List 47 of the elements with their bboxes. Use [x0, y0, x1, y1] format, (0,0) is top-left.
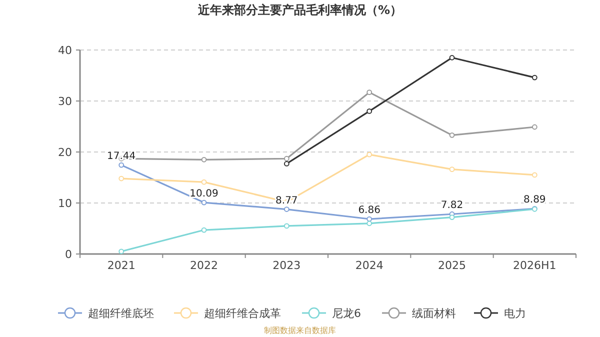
point: [449, 54, 455, 60]
x-tick-label: 2022: [190, 259, 218, 272]
x-tick-label: 2026H1: [513, 259, 556, 272]
point: [284, 223, 290, 229]
point: [201, 227, 207, 233]
y-tick-label: 0: [65, 248, 72, 261]
legend-label: 绒面材料: [412, 307, 456, 320]
point: [366, 216, 372, 222]
x-tick-label: 2023: [272, 259, 301, 272]
point: [201, 179, 207, 185]
point: [366, 90, 372, 96]
y-tick-label: 20: [58, 146, 72, 159]
point: [118, 162, 124, 168]
x-tick-label: 2025: [438, 259, 466, 272]
x-tick-label: 2024: [355, 259, 384, 272]
data-label: 10.09: [190, 188, 218, 200]
point: [366, 108, 372, 114]
point: [284, 156, 290, 162]
data-label: 8.77: [276, 195, 298, 206]
legend-label: 电力: [504, 307, 526, 320]
chart-title: 近年来部分主要产品毛利率情况（%）: [196, 3, 402, 17]
point: [532, 172, 538, 178]
data-label: 6.86: [358, 205, 380, 216]
point: [366, 220, 372, 226]
point: [532, 124, 538, 130]
point: [532, 74, 538, 80]
y-tick-label: 10: [58, 197, 72, 210]
point: [284, 161, 290, 166]
point: [201, 156, 207, 162]
point: [118, 176, 124, 182]
data-label: 17.44: [107, 151, 136, 162]
y-tick-label: 40: [58, 44, 72, 57]
point: [366, 152, 372, 158]
point: [201, 200, 207, 206]
data-label: 7.82: [440, 200, 464, 212]
legend-label: 超细纤维底坯: [88, 307, 154, 320]
legend-label: 尼龙6: [332, 307, 361, 320]
point: [118, 248, 124, 254]
point: [449, 166, 455, 172]
point: [449, 132, 455, 138]
data-label: 8.89: [524, 194, 546, 206]
text: 制图数据来自数据库: [264, 326, 336, 335]
point: [449, 214, 455, 220]
legend-label: 超细纤维合成革: [204, 307, 281, 320]
y-tick-label: 30: [58, 95, 72, 108]
point: [284, 206, 290, 212]
x-tick-label: 2021: [107, 259, 136, 272]
